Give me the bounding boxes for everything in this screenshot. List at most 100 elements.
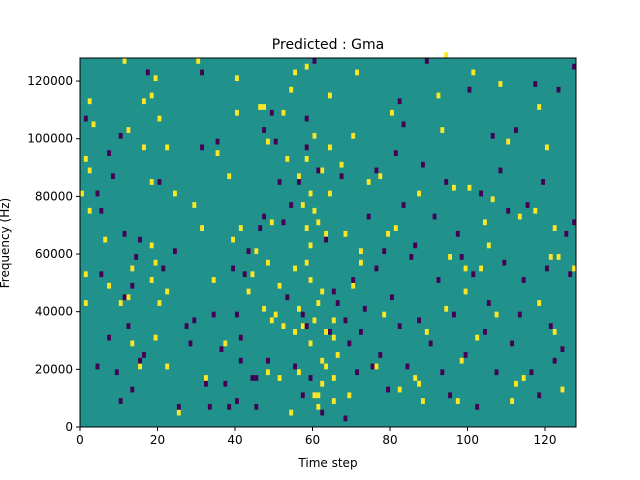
high-cell <box>413 375 418 381</box>
chart-title: Predicted : Gma <box>272 37 384 53</box>
low-cell <box>242 271 247 278</box>
high-cell <box>293 69 297 76</box>
high-cell <box>83 300 88 306</box>
high-cell <box>118 300 123 306</box>
low-cell <box>339 173 344 180</box>
low-cell <box>440 369 445 376</box>
high-cell <box>351 282 356 289</box>
high-cell <box>463 265 468 272</box>
high-cell <box>266 369 270 376</box>
high-cell <box>297 369 301 376</box>
low-cell <box>413 242 418 249</box>
low-cell <box>320 409 325 416</box>
low-cell <box>525 202 530 208</box>
low-cell <box>545 265 549 272</box>
low-cell <box>285 294 290 301</box>
low-cell <box>289 202 294 208</box>
low-cell <box>269 109 274 116</box>
low-cell <box>304 144 309 151</box>
low-cell <box>211 311 216 318</box>
low-cell <box>138 236 142 243</box>
high-cell <box>149 242 154 249</box>
low-cell <box>459 254 464 260</box>
low-cell <box>483 328 487 335</box>
low-cell <box>564 230 569 237</box>
high-cell <box>297 173 301 180</box>
high-cell <box>331 375 336 381</box>
low-cell <box>347 340 352 347</box>
high-cell <box>304 225 309 231</box>
low-cell <box>362 305 367 312</box>
low-cell <box>486 300 491 306</box>
high-cell <box>250 271 255 278</box>
high-cell <box>490 196 495 203</box>
high-cell <box>498 81 503 87</box>
low-cell <box>397 98 402 105</box>
low-cell <box>235 398 239 404</box>
y-tick-label: 120000 <box>27 74 73 88</box>
high-cell <box>521 375 526 381</box>
high-cell <box>227 173 232 180</box>
high-cell <box>281 323 286 329</box>
high-cell <box>293 265 297 272</box>
low-cell <box>316 167 321 174</box>
low-cell <box>331 288 336 295</box>
high-cell <box>149 277 154 283</box>
plot-frame <box>79 57 577 428</box>
y-tick-label: 60000 <box>35 247 73 261</box>
high-cell <box>103 236 108 243</box>
high-cell <box>324 363 328 370</box>
high-cell <box>277 375 282 381</box>
low-cell <box>424 58 429 64</box>
high-cell <box>300 323 305 329</box>
high-cell <box>316 403 321 410</box>
y-tick-label: 0 <box>65 420 73 434</box>
high-cell <box>359 259 363 266</box>
high-cell <box>366 179 371 185</box>
high-cell <box>130 265 135 272</box>
low-cell <box>99 271 104 278</box>
high-cell <box>83 156 88 162</box>
low-cell <box>262 127 266 133</box>
low-cell <box>145 69 150 76</box>
low-cell <box>83 115 88 122</box>
high-cell <box>142 144 146 151</box>
high-cell <box>452 184 456 191</box>
high-cell <box>556 254 561 260</box>
low-cell <box>552 357 557 364</box>
low-cell <box>118 398 123 404</box>
high-cell <box>475 334 480 341</box>
y-axis: 0 20000 40000 60000 80000 100000 120000 <box>27 74 80 434</box>
low-cell <box>95 363 100 370</box>
high-cell <box>436 92 441 99</box>
high-cell <box>122 58 127 64</box>
high-cell <box>223 340 228 347</box>
low-cell <box>258 225 263 231</box>
high-cell <box>273 311 278 318</box>
low-cell <box>436 277 441 283</box>
high-cell <box>200 225 204 231</box>
high-cell <box>479 265 483 272</box>
high-cell <box>308 190 313 197</box>
high-cell <box>397 386 402 393</box>
high-cell <box>328 144 332 151</box>
high-cell <box>262 305 266 312</box>
low-cell <box>312 58 317 64</box>
high-cell <box>211 277 216 283</box>
low-cell <box>541 179 545 185</box>
low-cell <box>529 369 534 376</box>
high-cell <box>157 300 162 306</box>
low-cell <box>95 190 100 197</box>
low-cell <box>421 161 425 168</box>
low-cell <box>192 317 197 324</box>
high-cell <box>552 225 557 231</box>
high-cell <box>312 317 317 324</box>
low-cell <box>262 213 266 220</box>
low-cell <box>107 334 111 341</box>
low-cell <box>386 386 390 393</box>
high-cell <box>545 144 549 151</box>
low-cell <box>297 179 301 185</box>
high-cell <box>343 230 348 237</box>
low-cell <box>142 352 146 358</box>
